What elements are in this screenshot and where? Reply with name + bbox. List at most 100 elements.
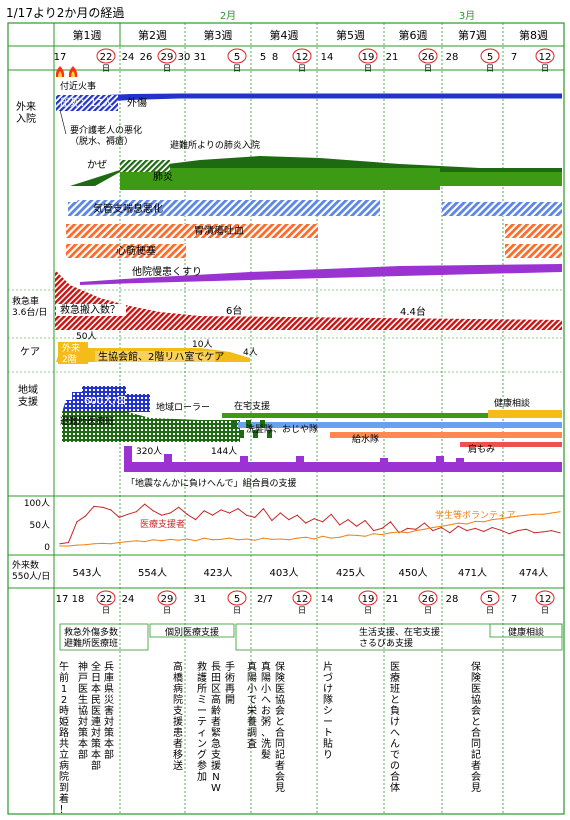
week-header: 第5週 — [336, 28, 365, 42]
label-144: 144人 — [211, 446, 237, 457]
fire-icon-core — [58, 71, 62, 77]
timeline-note-char: 移 — [173, 748, 183, 761]
week-header: 第8週 — [519, 28, 548, 42]
roller-tick — [232, 420, 237, 428]
fire-icon-core — [71, 71, 75, 77]
date-tick: 29 — [161, 52, 174, 63]
timeline-note-char: 療 — [390, 671, 400, 684]
roller-tick — [253, 430, 258, 438]
label-health-consult: 健康相談 — [494, 397, 530, 409]
timeline-note-char: 同 — [275, 738, 285, 750]
support-box-label-line: さるびあ支援 — [359, 637, 413, 649]
data-point — [466, 523, 468, 525]
timeline-note-char: テ — [197, 717, 207, 728]
support-box — [149, 623, 235, 638]
timeline-note-char: 陽 — [261, 672, 271, 684]
data-point — [296, 514, 298, 516]
timeline-note-char: 開 — [225, 694, 235, 706]
timeline-note-char: 者 — [173, 738, 183, 750]
data-point — [406, 527, 409, 530]
data-point — [84, 515, 86, 517]
timeline-note-char: 班 — [390, 683, 400, 695]
label-pneumonia: 肺炎 — [153, 171, 173, 183]
timeline-note-char: 術 — [225, 671, 235, 684]
data-point — [118, 516, 120, 519]
label-elderly: 要介護老人の悪化（脱水、褥瘡） — [70, 124, 142, 147]
timeline-note-char: 者 — [211, 716, 221, 728]
bar-mi-late — [505, 244, 562, 258]
timeline-note-char: 援 — [173, 715, 183, 728]
label-gi-bleed: 胃潰瘍吐血 — [194, 224, 244, 237]
timeline-note-char: 保 — [471, 660, 481, 673]
data-point — [364, 535, 366, 537]
data-point — [559, 511, 561, 513]
section-label-outpatient-count-line: 550人/日 — [12, 571, 50, 582]
date-tick-circle — [480, 48, 500, 64]
timeline-note-char: 参 — [197, 759, 207, 772]
data-point — [237, 508, 239, 510]
outpatient-count-cell: 450人 — [398, 567, 427, 579]
timeline-note-char: 本 — [91, 748, 101, 761]
timeline-note-char: 険 — [275, 672, 285, 684]
data-point — [330, 537, 332, 539]
data-point — [339, 536, 341, 538]
timeline-note-char: 2 — [61, 695, 67, 706]
coop-spike — [164, 454, 172, 472]
coop-spike — [240, 456, 248, 472]
timeline-note-char: 再 — [225, 683, 235, 695]
label-trauma: 外傷 — [127, 96, 147, 109]
section-label-outpatient: 外来入院 — [16, 101, 36, 125]
timeline-note-char: 部 — [78, 748, 88, 761]
bottom-date-tick-sunday: 日 — [364, 606, 372, 615]
section-label-regional-line: 地域 — [18, 383, 38, 396]
data-point — [559, 532, 561, 534]
timeline-note-char: 同 — [471, 738, 481, 750]
bottom-date-tick: 21 — [386, 594, 399, 605]
timeline-note-char: と — [471, 716, 481, 728]
bar-ambulance — [55, 270, 562, 330]
data-point — [195, 540, 197, 542]
timeline-note-char: 病 — [173, 682, 183, 695]
timeline-note-char: 本 — [104, 737, 114, 750]
timeline-note-char: 区 — [211, 683, 221, 695]
data-point — [135, 540, 137, 542]
bottom-date-tick-circle — [535, 590, 555, 606]
data-point — [245, 514, 247, 516]
timeline-note-char: 負 — [390, 705, 400, 717]
timeline-note-char: へ — [390, 728, 400, 739]
data-point — [508, 516, 510, 519]
bottom-date-tick-sunday: 日 — [298, 606, 306, 615]
timeline-note-char: 所 — [197, 683, 207, 695]
label-elderly-line: 要介護老人の悪化 — [70, 124, 142, 136]
data-point — [389, 521, 392, 523]
data-point — [550, 512, 553, 514]
coop-spike — [380, 458, 388, 472]
label-320: 320人 — [136, 446, 162, 457]
timeline-note-char: 支 — [211, 749, 221, 761]
data-point — [500, 518, 502, 520]
timeline-note-char: 協 — [78, 704, 88, 717]
bar-cold — [120, 160, 170, 172]
timeline-note-char: 見 — [471, 782, 481, 794]
timeline-note-char: 着 — [59, 792, 69, 805]
series-line-volunteer — [60, 511, 561, 547]
bottom-date-tick-circle — [96, 590, 116, 606]
outpatient-count-cell: 471人 — [458, 567, 487, 579]
timeline-note-char: 会 — [275, 704, 285, 717]
label-cold: かぜ — [87, 159, 107, 171]
timeline-note-char: 陽 — [247, 672, 257, 684]
data-point — [228, 537, 231, 539]
timeline-note-char: 加 — [197, 771, 207, 783]
week-header: 第3週 — [204, 28, 233, 42]
timeline-note-char: 急 — [211, 737, 221, 750]
bar-care-outpatient — [58, 342, 88, 364]
section-label-outpatient-line: 入院 — [16, 112, 36, 125]
data-point — [305, 536, 307, 538]
data-point — [161, 540, 163, 542]
date-tick-circle — [535, 48, 555, 64]
timeline-note-char: 到 — [59, 782, 69, 794]
